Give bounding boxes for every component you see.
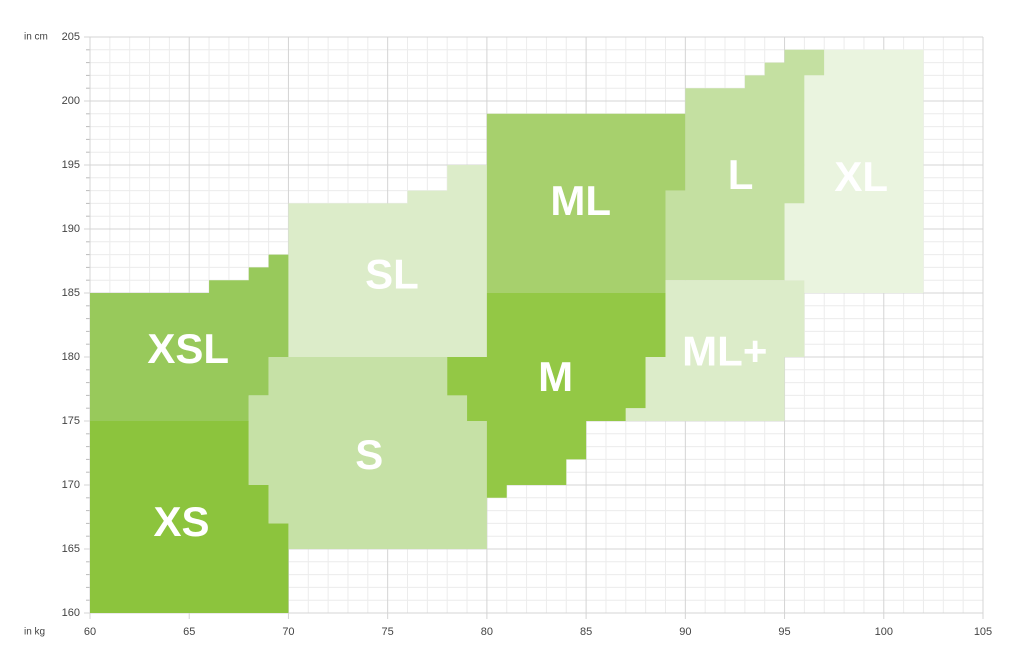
- y-tick-label: 185: [62, 287, 80, 299]
- x-tick-label: 65: [183, 626, 195, 638]
- size-region: [248, 357, 487, 549]
- x-tick-label: 75: [382, 626, 394, 638]
- y-tick-label: 160: [62, 607, 80, 619]
- size-region: [90, 254, 289, 421]
- y-tick-label: 190: [62, 223, 80, 235]
- x-tick-label: 95: [778, 626, 790, 638]
- x-tick-label: 85: [580, 626, 592, 638]
- region-label: ML: [550, 177, 611, 224]
- region-label: L: [728, 151, 754, 198]
- x-tick-label: 90: [679, 626, 691, 638]
- region-label: SL: [365, 250, 419, 297]
- region-label: S: [355, 431, 383, 478]
- y-tick-label: 165: [62, 543, 80, 555]
- y-axis-label: in cm: [24, 32, 48, 43]
- size-region: [784, 49, 924, 293]
- region-label: XSL: [147, 325, 229, 372]
- size-region: [447, 293, 666, 498]
- size-region: [90, 421, 289, 613]
- x-axis-label: in kg: [24, 627, 45, 638]
- region-label: XL: [834, 153, 888, 200]
- x-tick-label: 100: [875, 626, 893, 638]
- y-tick-label: 170: [62, 479, 80, 491]
- region-label: M: [538, 353, 573, 400]
- y-tick-label: 205: [62, 31, 80, 43]
- y-tick-label: 175: [62, 415, 80, 427]
- region-label: ML+: [682, 328, 767, 375]
- y-tick-label: 195: [62, 159, 80, 171]
- region-label: XS: [153, 498, 209, 545]
- x-tick-label: 70: [282, 626, 294, 638]
- y-tick-label: 200: [62, 95, 80, 107]
- size-region: [288, 165, 487, 357]
- y-tick-label: 180: [62, 351, 80, 363]
- x-tick-label: 80: [481, 626, 493, 638]
- size-region: [486, 113, 686, 293]
- x-tick-label: 60: [84, 626, 96, 638]
- size-region: [625, 280, 805, 421]
- x-tick-label: 105: [974, 626, 992, 638]
